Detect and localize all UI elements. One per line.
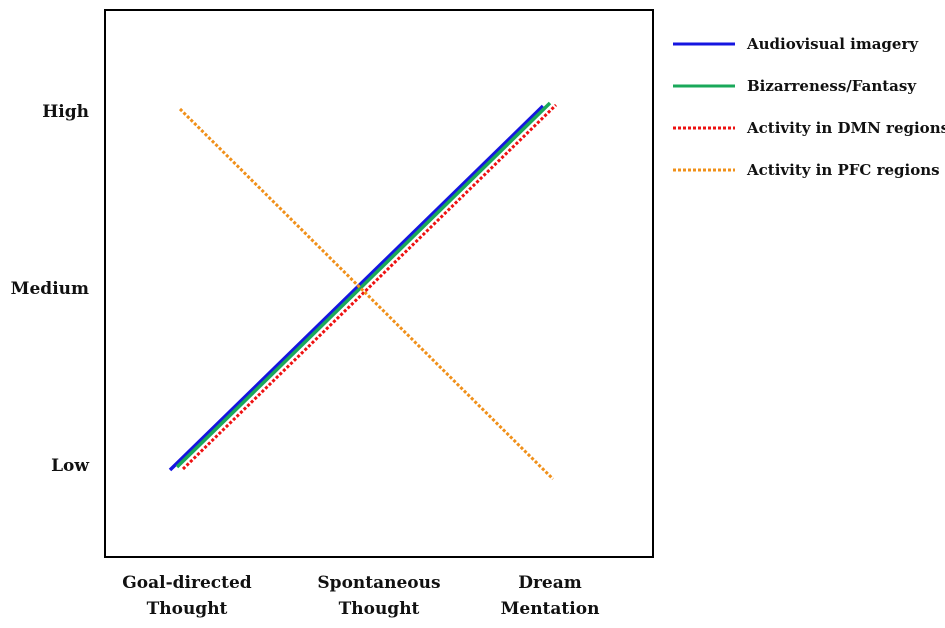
legend-label-0: Audiovisual imagery (746, 35, 919, 53)
y-tick-medium: Medium (11, 279, 89, 299)
legend-label-3: Activity in PFC regions (746, 161, 940, 179)
legend-label-1: Bizarreness/Fantasy (747, 77, 917, 95)
x-tick-label-1-line-1: Thought (339, 599, 420, 619)
series-line-activity-in-dmn-regions (181, 103, 558, 471)
y-axis: Low Medium High (11, 102, 90, 476)
series-lines (168, 101, 558, 481)
x-tick-label-2-line-0: Dream (518, 573, 582, 593)
x-tick-label-0-line-1: Thought (147, 599, 228, 619)
series-line-bizarreness-fantasy (175, 101, 552, 469)
series-line-activity-in-pfc-regions (178, 107, 555, 481)
x-tick-label-2-line-1: Mentation (501, 599, 600, 619)
series-line-audiovisual-imagery (168, 104, 545, 472)
y-tick-low: Low (51, 456, 89, 476)
plot-frame (104, 9, 654, 558)
y-tick-high: High (42, 102, 89, 122)
x-tick-label-0-line-0: Goal-directed (122, 573, 252, 593)
legend-label-2: Activity in DMN regions (746, 119, 945, 137)
x-tick-label-1-line-0: Spontaneous (317, 573, 440, 593)
legend: Audiovisual imagery Bizarreness/Fantasy Ac… (673, 35, 945, 179)
x-axis: Goal-directed Thought Spontaneous Thought Dr… (122, 573, 599, 619)
